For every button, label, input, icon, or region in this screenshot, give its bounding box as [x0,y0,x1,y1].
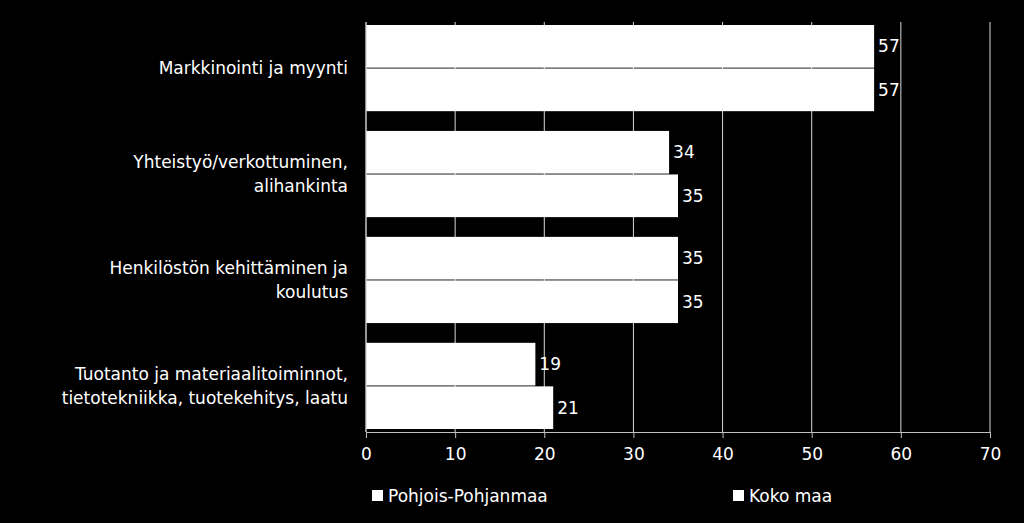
tick-label: 70 [980,444,1002,464]
tick: 30 [623,432,645,464]
bar [366,69,874,112]
tick: 0 [361,432,372,464]
tick-label: 50 [801,444,823,464]
tick: 10 [445,432,467,464]
bar [366,131,669,174]
legend-swatch [733,490,744,501]
bar [366,174,678,217]
tick-label: 30 [623,444,645,464]
category-label: Yhteistyö/verkottuminen,alihankinta [132,152,348,196]
tick: 70 [980,432,1002,464]
grid-line [900,22,901,432]
bar [366,343,535,386]
data-label: 35 [682,186,704,206]
tick: 50 [801,432,823,464]
grid-line [990,22,991,432]
tick-mark [633,432,634,438]
tick-mark [901,432,902,438]
legend-label: Pohjois-Pohjanmaa [388,486,548,506]
legend-swatch [372,490,383,501]
tick-label: 60 [891,444,913,464]
category-label: Markkinointi ja myynti [159,58,348,78]
tick: 20 [534,432,556,464]
tick-mark [544,432,545,438]
tick: 40 [712,432,734,464]
category-labels: Markkinointi ja myynti Yhteistyö/verkottu… [62,58,348,408]
data-label: 34 [673,142,695,162]
data-label: 19 [539,354,561,374]
bar [366,280,678,323]
data-label: 21 [557,398,579,418]
y-axis-line [366,22,367,432]
category-label: Henkilöstön kehittäminen jakoulutus [109,258,348,302]
tick-label: 40 [712,444,734,464]
bar [366,237,678,280]
tick-label: 0 [361,444,372,464]
tick-label: 10 [445,444,467,464]
category-label: Tuotanto ja materiaalitoiminnot,tietotek… [62,364,348,408]
data-labels: 57 34 35 19 57 35 35 21 [539,36,899,417]
tick-mark [990,432,991,438]
bars [366,25,874,429]
tick-mark [812,432,813,438]
bar [366,25,874,68]
grid-line [366,22,367,432]
tick-mark [723,432,724,438]
background [0,0,1024,523]
x-axis: 0 10 20 30 40 50 60 70 [361,432,1001,464]
data-label: 35 [682,248,704,268]
data-label: 57 [878,80,900,100]
legend-label: Koko maa [749,486,832,506]
legend: Pohjois-Pohjanmaa Koko maa [372,486,832,506]
data-label: 57 [878,36,900,56]
axis-line [367,433,991,439]
tick-mark [455,432,456,438]
data-label: 35 [682,292,704,312]
grid [366,22,990,432]
bar [366,386,553,429]
tick-label: 20 [534,444,556,464]
tick: 60 [891,432,913,464]
tick-mark [366,432,367,438]
chart: 57 34 35 19 57 35 35 21 0 10 20 30 40 50 60 70 Markkinoi… [0,0,1024,523]
